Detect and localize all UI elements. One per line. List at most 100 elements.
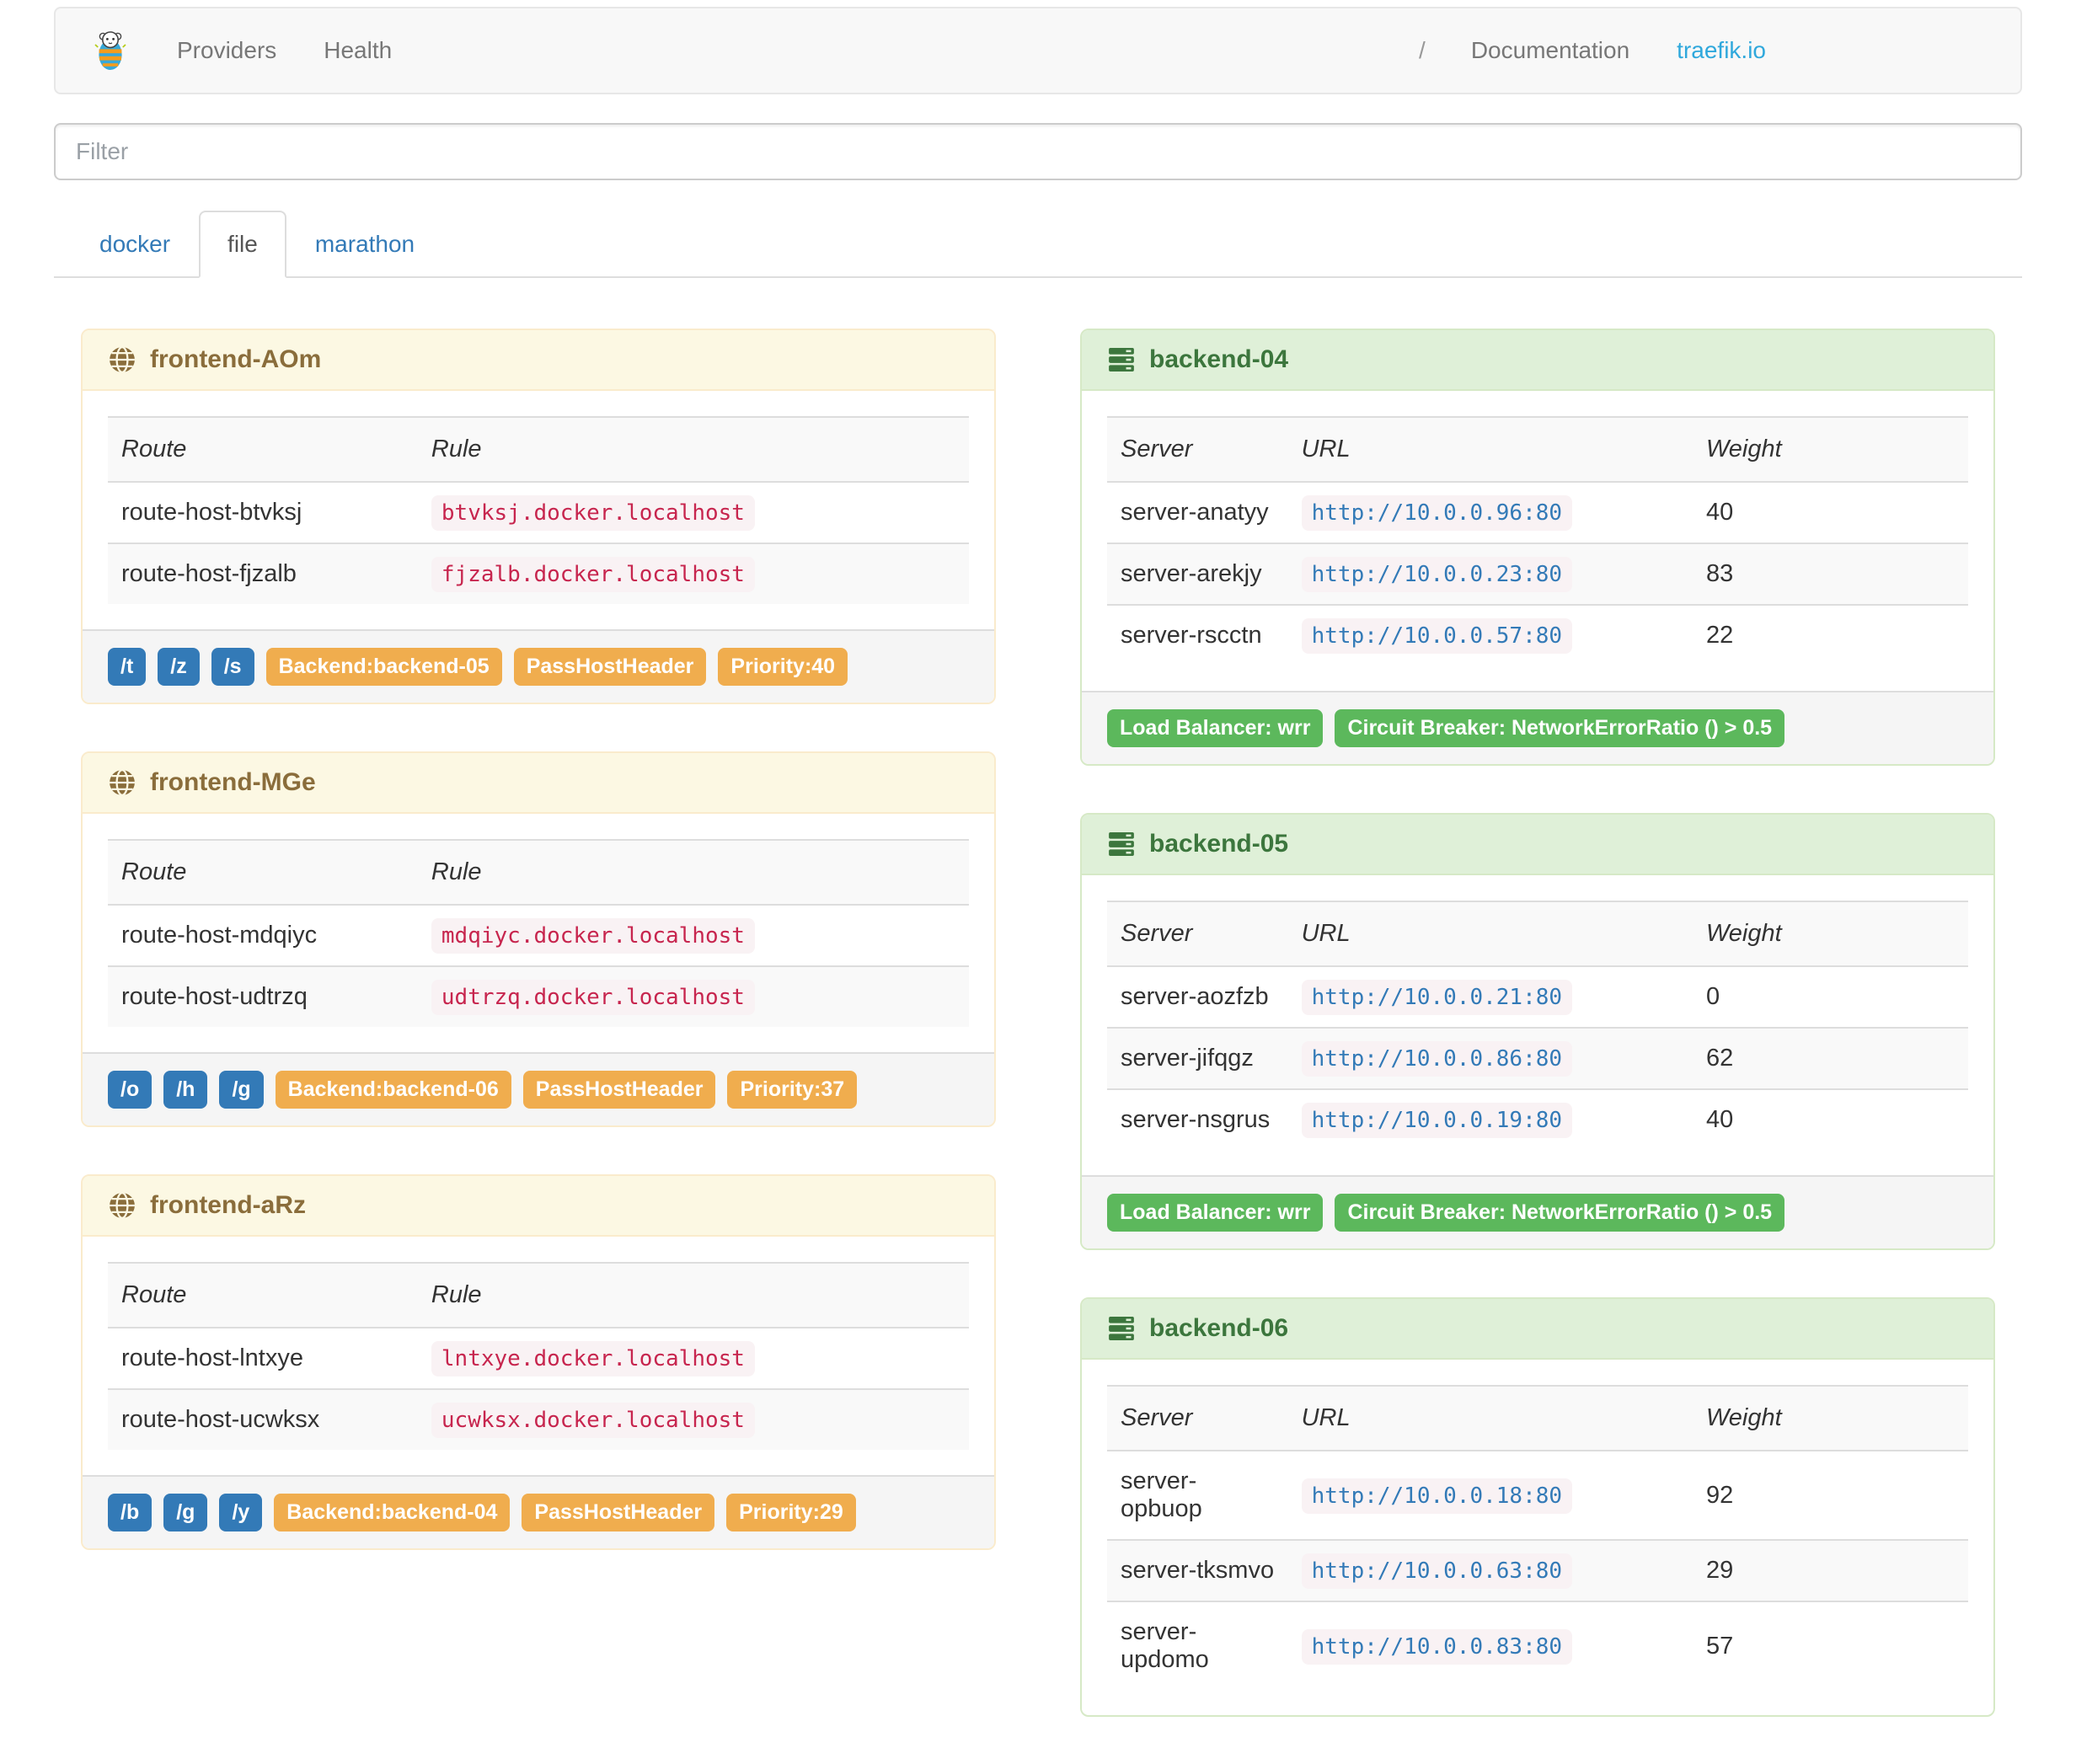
load-balancer-tag: Load Balancer: wrr (1107, 1194, 1324, 1232)
server-url-link[interactable]: http://10.0.0.63:80 (1301, 1553, 1573, 1589)
globe-icon (108, 768, 136, 797)
server-url-link[interactable]: http://10.0.0.18:80 (1301, 1478, 1573, 1514)
table-header-row: Route Rule (108, 1263, 969, 1328)
server-url-code[interactable]: http://10.0.0.19:80 (1301, 1103, 1573, 1138)
server-weight: 83 (1705, 560, 1734, 587)
server-row: server-anatyy http://10.0.0.96:80 40 (1107, 482, 1968, 543)
globe-icon (108, 345, 136, 374)
frontend-panel-body: Route Rule route-host-mdqiyc mdqiyc.dock… (83, 814, 994, 1052)
server-url-link[interactable]: http://10.0.0.21:80 (1301, 980, 1573, 1015)
nav-link-traefik-io[interactable]: traefik.io (1677, 37, 1766, 63)
frontend-panel-heading: frontend-AOm (83, 330, 994, 391)
server-url-code[interactable]: http://10.0.0.57:80 (1301, 618, 1573, 654)
panel-title: backend-04 (1149, 345, 1289, 373)
server-url-link[interactable]: http://10.0.0.57:80 (1301, 618, 1573, 654)
server-url-code[interactable]: http://10.0.0.18:80 (1301, 1478, 1573, 1514)
table-header-row: Server URL Weight (1107, 1386, 1968, 1451)
server-name: server-jifqgz (1121, 1045, 1254, 1072)
server-url-code[interactable]: http://10.0.0.86:80 (1301, 1041, 1573, 1077)
table-header-row: Route Rule (108, 840, 969, 905)
server-weight: 92 (1705, 1481, 1734, 1509)
priority-tag: Priority:40 (718, 648, 848, 686)
server-url-link[interactable]: http://10.0.0.86:80 (1301, 1041, 1573, 1077)
column-header-weight: Weight (1705, 436, 1782, 462)
backend-panel-heading: backend-05 (1082, 815, 1993, 875)
table-header-row: Route Rule (108, 417, 969, 482)
column-header-server: Server (1121, 436, 1193, 462)
circuit-breaker-tag: Circuit Breaker: NetworkErrorRatio () > … (1335, 1194, 1785, 1232)
backend-panel-heading: backend-04 (1082, 330, 1993, 391)
column-header-weight: Weight (1705, 920, 1782, 947)
column-header-route: Route (121, 436, 187, 462)
tab-file[interactable]: file (199, 211, 286, 278)
backend-panel-body: Server URL Weight server-anatyy http://1… (1082, 391, 1993, 691)
server-name: server-anatyy (1121, 499, 1269, 526)
priority-tag: Priority:29 (726, 1494, 856, 1531)
panel-title: backend-06 (1149, 1314, 1289, 1342)
frontend-panel-heading: frontend-aRz (83, 1176, 994, 1237)
route-name: route-host-mdqiyc (121, 922, 318, 949)
nav-link-providers[interactable]: Providers (177, 37, 277, 63)
server-url-link[interactable]: http://10.0.0.19:80 (1301, 1103, 1573, 1138)
backends-column: backend-04 Server URL Weight server-anat… (1080, 329, 1995, 1764)
tab-docker[interactable]: docker (71, 211, 199, 276)
backend-tag: Backend:backend-04 (274, 1494, 511, 1531)
frontend-panel: frontend-AOm Route Rule route-host-btvks… (81, 329, 996, 704)
route-name: route-host-fjzalb (121, 560, 297, 587)
tab-file-label[interactable]: file (199, 211, 286, 278)
frontend-panel-body: Route Rule route-host-btvksj btvksj.dock… (83, 391, 994, 629)
servers-table: Server URL Weight server-aozfzb http://1… (1107, 901, 1968, 1150)
route-name: route-host-udtrzq (121, 983, 308, 1010)
server-url-code[interactable]: http://10.0.0.96:80 (1301, 495, 1573, 531)
server-row: server-arekjy http://10.0.0.23:80 83 (1107, 543, 1968, 605)
backend-panel-footer: Load Balancer: wrr Circuit Breaker: Netw… (1082, 1175, 1993, 1248)
nav-link-health[interactable]: Health (324, 37, 393, 63)
column-header-weight: Weight (1705, 1404, 1782, 1431)
route-row: route-host-lntxye lntxye.docker.localhos… (108, 1328, 969, 1389)
rule-code: fjzalb.docker.localhost (431, 557, 755, 592)
tab-docker-label[interactable]: docker (99, 231, 171, 257)
routes-table: Route Rule route-host-btvksj btvksj.dock… (108, 416, 969, 604)
passhostheader-tag: PassHostHeader (513, 648, 707, 686)
tab-marathon-label[interactable]: marathon (314, 231, 415, 257)
server-url-link[interactable]: http://10.0.0.96:80 (1301, 495, 1573, 531)
server-row: server-tksmvo http://10.0.0.63:80 29 (1107, 1540, 1968, 1601)
server-url-code[interactable]: http://10.0.0.23:80 (1301, 557, 1573, 592)
entrypoint-tag: /s (211, 648, 254, 686)
filter-input[interactable] (54, 123, 2022, 180)
entrypoint-tag: /b (108, 1494, 152, 1531)
rule-code: udtrzq.docker.localhost (431, 980, 755, 1015)
server-url-code[interactable]: http://10.0.0.83:80 (1301, 1628, 1573, 1665)
frontend-panel-footer: /t /z /s Backend:backend-05 PassHostHead… (83, 629, 994, 703)
tab-marathon[interactable]: marathon (286, 211, 443, 276)
server-url-code[interactable]: http://10.0.0.63:80 (1301, 1553, 1573, 1589)
server-icon (1107, 830, 1136, 858)
backend-tag: Backend:backend-05 (265, 648, 502, 686)
frontend-panel-heading: frontend-MGe (83, 753, 994, 814)
entrypoint-tag: /h (163, 1071, 208, 1109)
globe-icon (108, 1191, 136, 1220)
traefik-logo (93, 29, 128, 72)
server-url-code[interactable]: http://10.0.0.21:80 (1301, 980, 1573, 1015)
server-name: server-opbuop (1121, 1467, 1202, 1522)
backend-panel: backend-06 Server URL Weight server-opbu… (1080, 1297, 1995, 1717)
route-name: route-host-ucwksx (121, 1406, 320, 1433)
panel-title: backend-05 (1149, 830, 1289, 858)
server-url-link[interactable]: http://10.0.0.23:80 (1301, 557, 1573, 592)
rule-code: lntxye.docker.localhost (431, 1341, 755, 1376)
backend-panel-heading: backend-06 (1082, 1299, 1993, 1360)
nav-link-documentation[interactable]: Documentation (1470, 37, 1630, 63)
table-header-row: Server URL Weight (1107, 417, 1968, 482)
routes-table: Route Rule route-host-lntxye lntxye.dock… (108, 1262, 969, 1450)
server-weight: 40 (1705, 499, 1734, 526)
route-name: route-host-lntxye (121, 1344, 303, 1371)
server-name: server-nsgrus (1121, 1106, 1271, 1133)
nav-slash: / (1419, 37, 1426, 63)
server-row: server-jifqgz http://10.0.0.86:80 62 (1107, 1028, 1968, 1089)
table-header-row: Server URL Weight (1107, 901, 1968, 966)
frontend-panel: frontend-aRz Route Rule route-host-lntxy… (81, 1174, 996, 1550)
server-name: server-updomo (1121, 1618, 1209, 1673)
load-balancer-tag: Load Balancer: wrr (1107, 709, 1324, 747)
passhostheader-tag: PassHostHeader (522, 1494, 715, 1531)
server-url-link[interactable]: http://10.0.0.83:80 (1301, 1628, 1573, 1665)
